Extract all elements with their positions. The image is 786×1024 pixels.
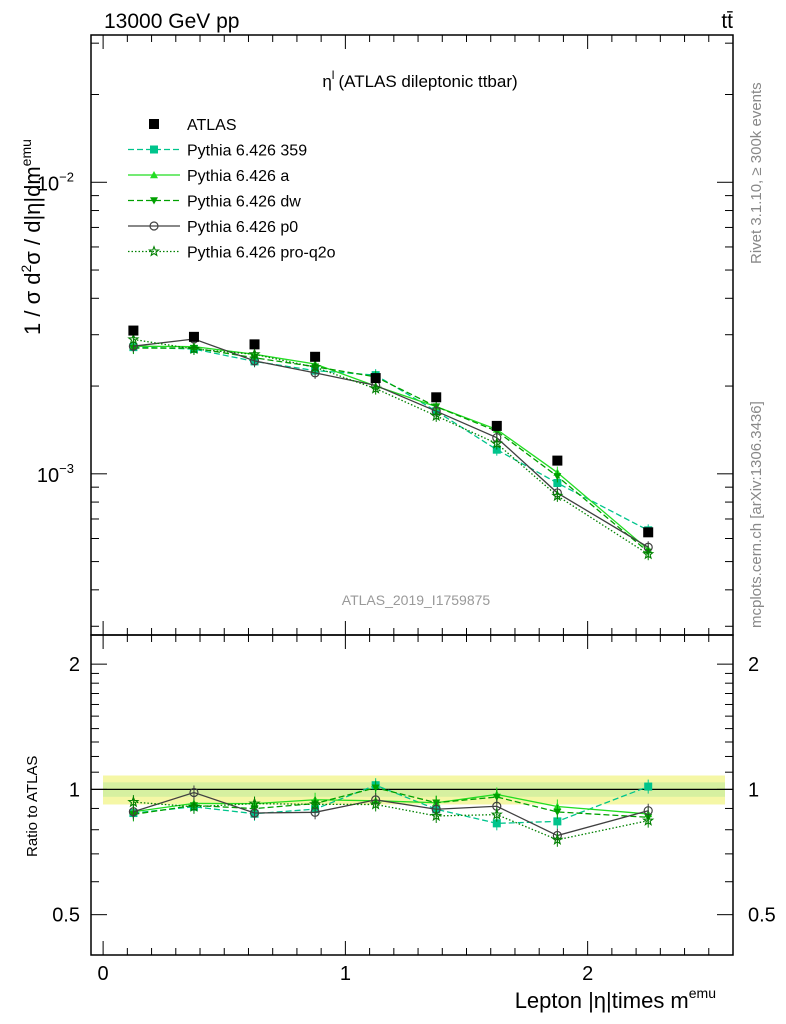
- ratio-y-tick-label-right: 0.5: [748, 905, 776, 927]
- series-atlas: [128, 325, 654, 538]
- ratio-point: [189, 787, 199, 798]
- x-tick-label: 2: [582, 963, 593, 985]
- data-point: [248, 347, 261, 360]
- y-tick-label: 10−3: [37, 461, 74, 487]
- ratio-point: [642, 814, 655, 826]
- legend-marker: [150, 197, 158, 205]
- series-line: [133, 338, 649, 548]
- legend-label: Pythia 6.426 pro-q2o: [187, 245, 336, 262]
- legend-label: ATLAS: [187, 117, 237, 134]
- ratio-point: [644, 782, 653, 791]
- data-point: [491, 420, 502, 431]
- legend-marker: [149, 221, 159, 231]
- legend-entry-2: Pythia 6.426 dw: [128, 194, 301, 211]
- series-pythia-6-426-p0: [128, 333, 653, 843]
- header-right: tt̄: [721, 10, 733, 33]
- legend: ATLAS Pythia 6.426 359 Pythia 6.426 a Pythi…: [128, 117, 336, 262]
- data-point: [369, 382, 382, 394]
- series-line: [133, 345, 649, 551]
- x-tick-label: 0: [98, 963, 109, 985]
- ratio-y-tick-label-right: 2: [748, 654, 759, 676]
- ratio-plot-frame: [90, 634, 734, 956]
- ratio-y-tick-label: 2: [69, 654, 80, 676]
- data-point: [370, 373, 381, 384]
- ratio-point: [490, 808, 503, 820]
- plot-title: ηl (ATLAS dileptonic ttbar): [322, 68, 517, 91]
- legend-entry-0: Pythia 6.426 359: [128, 143, 307, 160]
- x-axis-label: Lepton |η|times memu: [515, 985, 716, 1013]
- mcplots-label: mcplots.cern.ch [arXiv:1306.3436]: [748, 401, 765, 628]
- data-point: [551, 489, 564, 502]
- x-tick-label: 1: [340, 963, 351, 985]
- data-point: [553, 473, 562, 481]
- ratio-point: [492, 793, 501, 801]
- ratio-y-axis-label: Ratio to ATLAS: [24, 756, 41, 857]
- data-point: [188, 331, 199, 342]
- ratio-point: [551, 833, 564, 845]
- data-point: [128, 325, 139, 336]
- main-y-axis-label: 1 / σ d2σ / d|η|dmemu: [18, 139, 45, 335]
- ratio-point: [430, 809, 443, 822]
- ratio-point: [371, 784, 380, 792]
- data-point: [430, 409, 443, 422]
- series-line: [133, 347, 649, 553]
- ratio-point: [553, 808, 562, 816]
- ratio-y-tick-label-right: 1: [748, 779, 759, 801]
- ratio-y-tick-label: 0.5: [52, 905, 80, 927]
- ratio-point: [248, 797, 261, 809]
- data-point: [552, 455, 563, 466]
- ratio-point: [553, 817, 562, 826]
- data-point: [431, 392, 442, 403]
- ratio-point: [127, 795, 140, 808]
- data-point: [643, 527, 654, 538]
- legend-marker: [150, 145, 158, 154]
- y-tick-label: 10−2: [37, 169, 74, 195]
- header-left: 13000 GeV pp: [104, 10, 239, 33]
- legend-entry-4: Pythia 6.426 pro-q2o: [128, 245, 336, 262]
- ratio-point: [492, 819, 501, 828]
- data-point: [310, 351, 321, 362]
- data-point: [309, 360, 322, 373]
- legend-label: Pythia 6.426 dw: [187, 194, 301, 211]
- legend-marker: [149, 119, 159, 129]
- data-point: [187, 342, 201, 355]
- legend-entry-atlas: ATLAS: [149, 117, 237, 134]
- data-point: [249, 339, 260, 350]
- data-point: [127, 333, 140, 345]
- analysis-tag: ATLAS_2019_I1759875: [342, 592, 491, 608]
- series-pythia-6-426-dw: [129, 342, 653, 825]
- ratio-point: [369, 798, 382, 810]
- data-point: [492, 445, 501, 454]
- ratio-point: [309, 797, 322, 810]
- series-layer: [127, 325, 655, 847]
- legend-label: Pythia 6.426 a: [187, 168, 289, 185]
- legend-marker: [147, 245, 161, 257]
- legend-label: Pythia 6.426 359: [187, 143, 307, 160]
- ratio-y-tick-label: 1: [69, 779, 80, 801]
- legend-entry-1: Pythia 6.426 a: [128, 168, 289, 185]
- ratio-uncertainty-band: [91, 775, 733, 805]
- data-point: [642, 547, 655, 560]
- legend-marker: [150, 171, 158, 179]
- series-pythia-6-426-pro-q2o: [127, 333, 655, 847]
- axes: 0 1 2 10−3 10−2 0.5 0.5 1 1 2 2: [37, 35, 776, 985]
- rivet-version-label: Rivet 3.1.10, ≥ 300k events: [748, 82, 765, 264]
- series-pythia-6-426-a: [129, 340, 653, 821]
- data-point: [490, 437, 503, 449]
- series-pythia-6-426-359: [129, 341, 653, 831]
- series-line: [133, 346, 649, 531]
- data-point: [553, 479, 562, 488]
- ratio-point: [187, 800, 201, 812]
- legend-label: Pythia 6.426 p0: [187, 219, 298, 236]
- series-line: [133, 338, 649, 555]
- legend-entry-3: Pythia 6.426 p0: [128, 219, 298, 236]
